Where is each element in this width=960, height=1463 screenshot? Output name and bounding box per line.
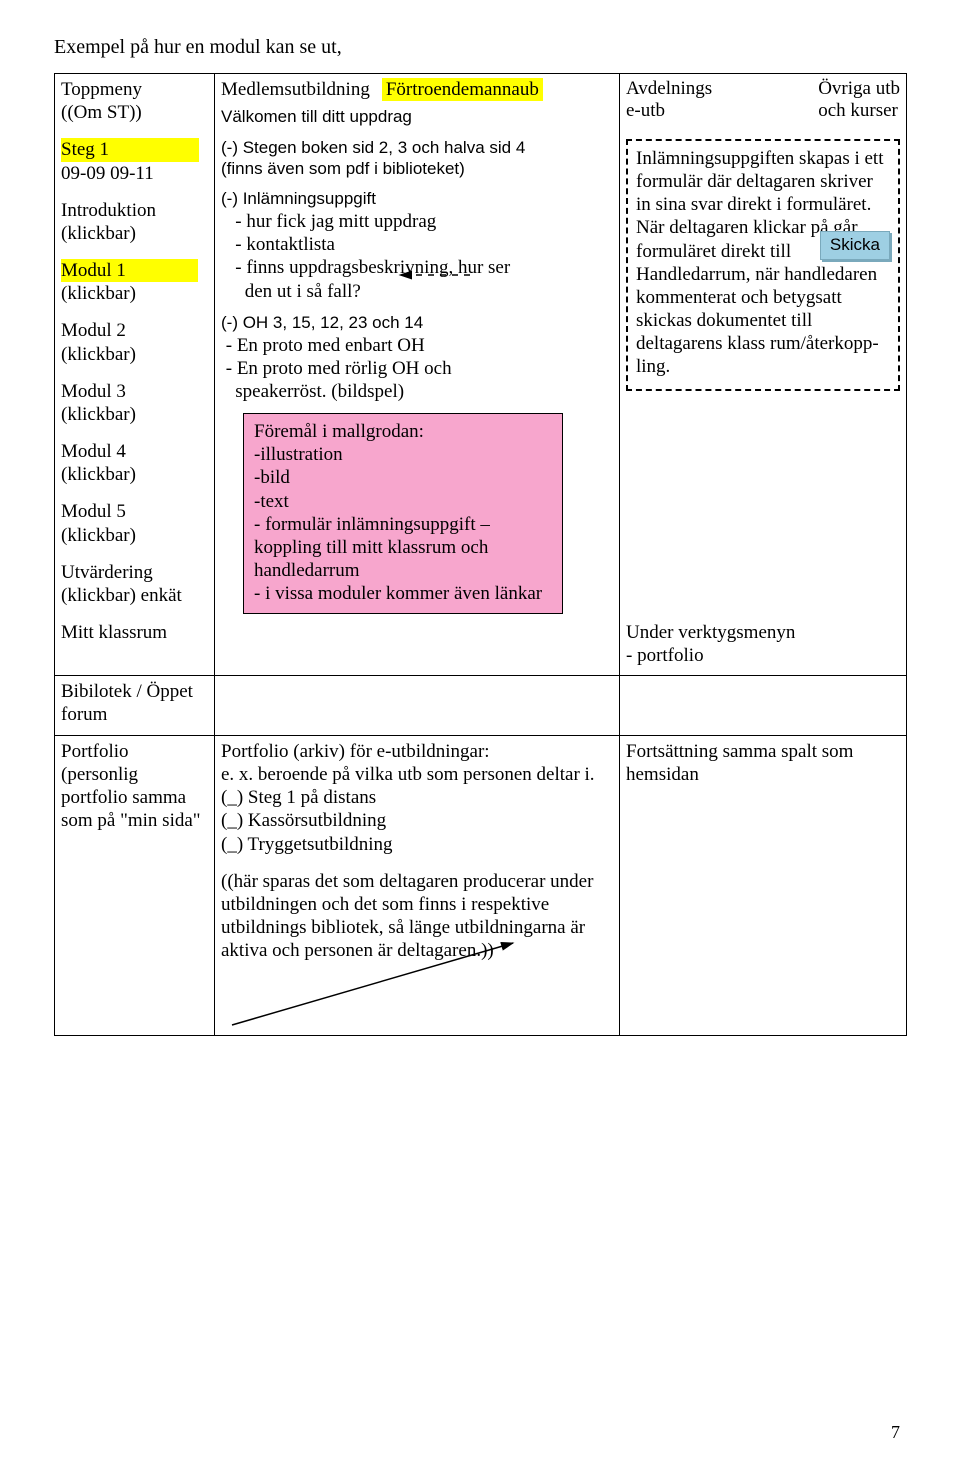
pink-line: -illustration: [254, 443, 552, 466]
oh-line: - En proto med rörlig OH och: [221, 357, 613, 380]
pm-line: ((här sparas det som deltagaren producer…: [221, 870, 613, 963]
page-title: Exempel på hur en modul kan se ut,: [54, 36, 906, 59]
inl-line: - hur fick jag mitt uppdrag: [221, 210, 613, 233]
sidebar-item-sub: (klickbar): [61, 524, 208, 547]
sidebar-item[interactable]: Introduktion (klickbar): [61, 199, 208, 245]
portfolio-left-cell[interactable]: Portfolio (personlig portfolio samma som…: [55, 735, 215, 1035]
pm-line: e. x. beroende på vilka utb som personen…: [221, 763, 613, 786]
under-tools: Under verktygsmenyn - portfolio: [626, 621, 900, 667]
callout-text: Inlämningsuppgiften skapas i ett formulä…: [636, 148, 883, 378]
layout-table: Toppmeny ((Om ST)) Steg 1 09-09 09-11 In…: [54, 73, 907, 1036]
sidebar-item-sub: (klickbar) enkät: [61, 584, 208, 607]
sidebar-item-sub: (klickbar): [61, 282, 208, 305]
sidebar-cell: Toppmeny ((Om ST)) Steg 1 09-09 09-11 In…: [55, 74, 215, 676]
right-cell: Avdelnings e-utb Övriga utb och kurser I…: [620, 74, 907, 676]
sidebar-item-sub: ((Om ST)): [61, 101, 208, 124]
pink-line: -text: [254, 490, 552, 513]
sidebar-item-sub: (klickbar): [61, 403, 208, 426]
spacer: [221, 856, 613, 870]
portfolio-mid-cell: Portfolio (arkiv) för e-utbildningar: e.…: [215, 735, 620, 1035]
oh-head: (-) OH 3, 15, 12, 23 och 14: [221, 313, 613, 334]
empty-cell: [620, 675, 907, 735]
pm-line: (_) Tryggetsutbildning: [221, 833, 613, 856]
sidebar-item[interactable]: Steg 1 09-09 09-11: [61, 138, 208, 184]
hdr-line: och kurser: [818, 100, 900, 122]
hdr-line: e-utb: [626, 100, 712, 122]
pink-line: - i vissa moduler kommer även länkar: [254, 582, 552, 605]
sidebar-item-sub: (klickbar): [61, 222, 208, 245]
oh-line: - En proto med enbart OH: [221, 334, 613, 357]
sidebar-item[interactable]: Modul 5 (klickbar): [61, 500, 208, 546]
sidebar-item[interactable]: Mitt klassrum: [61, 621, 208, 644]
sidebar-item-title: Modul 4: [61, 441, 126, 462]
hdr-line: Avdelnings: [626, 78, 712, 100]
empty-cell: [215, 675, 620, 735]
callout-box: Inlämningsuppgiften skapas i ett formulä…: [626, 139, 900, 391]
sidebar-item-title: Utvärdering: [61, 562, 153, 583]
middle-cell: Medlemsutbildning Förtroendemannaub Välk…: [215, 74, 620, 676]
tab-medlems[interactable]: Medlemsutbildning: [221, 78, 370, 101]
inl-head: (-) Inlämningsuppgift: [221, 189, 613, 210]
oh-line: speakerröst. (bildspel): [221, 380, 613, 403]
stegen-line: (finns även som pdf i biblioteket): [221, 159, 613, 180]
tabs-row: Medlemsutbildning Förtroendemannaub: [221, 78, 613, 101]
sidebar-item-title: Toppmeny: [61, 79, 142, 100]
sidebar-item-sub: (klickbar): [61, 343, 208, 366]
sidebar-item[interactable]: Modul 1 (klickbar): [61, 259, 208, 305]
sidebar-item[interactable]: Modul 2 (klickbar): [61, 319, 208, 365]
sidebar-item-title: Modul 1: [61, 259, 198, 282]
under-line: - portfolio: [626, 644, 900, 667]
under-line: Under verktygsmenyn: [626, 621, 900, 644]
sidebar-item-title: Introduktion: [61, 200, 156, 221]
stegen-line: (-) Stegen boken sid 2, 3 och halva sid …: [221, 138, 613, 159]
right-hdr-a: Avdelnings e-utb: [626, 78, 712, 123]
inl-line: - finns uppdragsbeskrivning, hur ser: [221, 256, 613, 279]
page: Exempel på hur en modul kan se ut, Toppm…: [0, 0, 960, 1463]
sidebar-item[interactable]: Toppmeny ((Om ST)): [61, 78, 208, 124]
sidebar-item[interactable]: Utvärdering (klickbar) enkät: [61, 561, 208, 607]
sidebar-item[interactable]: Modul 3 (klickbar): [61, 380, 208, 426]
pink-line: - formulär inlämningsuppgift – koppling …: [254, 513, 552, 583]
inl-line: den ut i så fall?: [221, 280, 613, 303]
portfolio-right-cell: Fortsättning samma spalt som hemsidan: [620, 735, 907, 1035]
sidebar-item-sub: 09-09 09-11: [61, 162, 208, 185]
sidebar-item-sub: (klickbar): [61, 463, 208, 486]
sidebar-item[interactable]: Modul 4 (klickbar): [61, 440, 208, 486]
sidebar-item-title: Modul 3: [61, 381, 126, 402]
skicka-button[interactable]: Skicka: [820, 231, 890, 260]
page-number: 7: [891, 1422, 900, 1443]
bibliotek-cell[interactable]: Bibilotek / Öppet forum: [55, 675, 215, 735]
right-hdr-b: Övriga utb och kurser: [818, 78, 900, 123]
pink-line: -bild: [254, 466, 552, 489]
pink-line: Föremål i mallgrodan:: [254, 420, 552, 443]
pink-box: Föremål i mallgrodan: -illustration -bil…: [243, 413, 563, 614]
inlamning-block: (-) Inlämningsuppgift - hur fick jag mit…: [221, 189, 613, 302]
pm-line: (_) Kassörsutbildning: [221, 809, 613, 832]
tab-fortroende[interactable]: Förtroendemannaub: [382, 78, 543, 101]
inl-line: - kontaktlista: [221, 233, 613, 256]
pm-line: Portfolio (arkiv) för e-utbildningar:: [221, 740, 613, 763]
sidebar-item-title: Steg 1: [61, 138, 199, 161]
pm-line: (_) Steg 1 på distans: [221, 786, 613, 809]
sidebar-item-title: Modul 5: [61, 501, 126, 522]
hdr-line: Övriga utb: [818, 78, 900, 100]
sidebar-item-title: Mitt klassrum: [61, 622, 167, 643]
stegen-block: (-) Stegen boken sid 2, 3 och halva sid …: [221, 138, 613, 179]
oh-block: (-) OH 3, 15, 12, 23 och 14 - En proto m…: [221, 313, 613, 403]
right-headers: Avdelnings e-utb Övriga utb och kurser: [626, 78, 900, 123]
sidebar-item-title: Modul 2: [61, 320, 126, 341]
welcome-line: Välkomen till ditt uppdrag: [221, 107, 613, 128]
